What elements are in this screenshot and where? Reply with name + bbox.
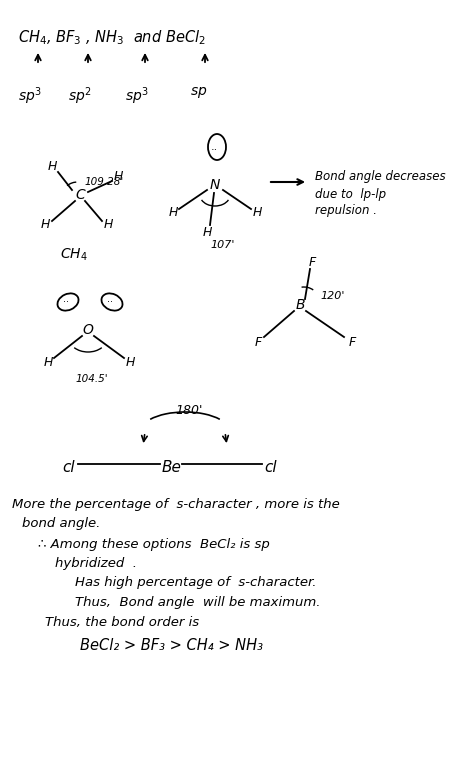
- Text: BeCl₂ > BF₃ > CH₄ > NH₃: BeCl₂ > BF₃ > CH₄ > NH₃: [80, 638, 263, 653]
- Text: O: O: [82, 323, 93, 337]
- Text: bond angle.: bond angle.: [22, 517, 100, 530]
- Text: Be: Be: [162, 461, 182, 476]
- Text: ··: ··: [210, 145, 218, 155]
- Text: B: B: [295, 298, 305, 312]
- Text: ∴ Among these options  BeCl₂ is sp: ∴ Among these options BeCl₂ is sp: [38, 538, 270, 551]
- Text: $sp^2$: $sp^2$: [68, 85, 92, 107]
- Text: C: C: [75, 188, 85, 202]
- Text: cl: cl: [62, 461, 74, 476]
- Text: Has high percentage of  s-character.: Has high percentage of s-character.: [75, 576, 317, 589]
- Text: $CH_4$, $BF_3$ , $NH_3$  and $BeCl_2$: $CH_4$, $BF_3$ , $NH_3$ and $BeCl_2$: [18, 28, 206, 46]
- Text: 120': 120': [320, 291, 345, 301]
- Text: $sp$: $sp$: [190, 85, 208, 100]
- Text: ··: ··: [63, 297, 69, 307]
- Text: 104.5': 104.5': [76, 374, 109, 384]
- Text: due to  lp-lp: due to lp-lp: [315, 188, 386, 201]
- Text: Thus, the bond order is: Thus, the bond order is: [45, 616, 199, 629]
- Text: H: H: [252, 206, 262, 219]
- Text: H: H: [103, 218, 113, 232]
- Text: 109.28': 109.28': [85, 177, 124, 187]
- Text: F: F: [348, 337, 356, 350]
- Text: H: H: [40, 218, 50, 232]
- Text: ··: ··: [107, 297, 113, 307]
- Text: 107': 107': [210, 240, 234, 250]
- Text: H: H: [113, 171, 123, 184]
- Text: $sp^3$: $sp^3$: [18, 85, 42, 107]
- Text: F: F: [255, 337, 262, 350]
- Text: Bond angle decreases: Bond angle decreases: [315, 170, 446, 183]
- Text: H: H: [125, 355, 135, 368]
- Text: 180': 180': [175, 404, 202, 417]
- Text: hybridized  .: hybridized .: [55, 557, 137, 570]
- Text: $sp^3$: $sp^3$: [125, 85, 149, 107]
- Text: $CH_4$: $CH_4$: [60, 247, 88, 263]
- Text: cl: cl: [264, 461, 277, 476]
- Text: repulsion .: repulsion .: [315, 204, 377, 217]
- Text: H: H: [202, 226, 212, 239]
- Text: H: H: [168, 206, 178, 219]
- Text: More the percentage of  s-character , more is the: More the percentage of s-character , mor…: [12, 498, 340, 511]
- Text: Thus,  Bond angle  will be maximum.: Thus, Bond angle will be maximum.: [75, 596, 320, 609]
- Text: N: N: [210, 178, 220, 192]
- Text: F: F: [309, 256, 316, 269]
- Text: H: H: [47, 161, 57, 174]
- Text: H: H: [43, 355, 53, 368]
